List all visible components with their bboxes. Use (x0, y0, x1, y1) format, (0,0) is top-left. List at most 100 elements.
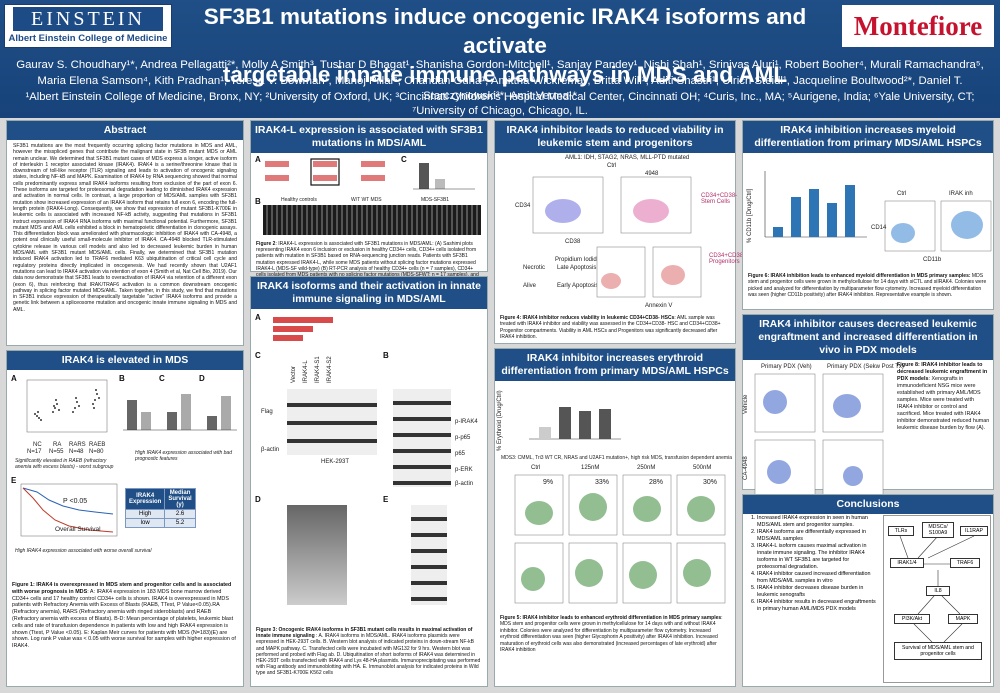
figure-2-area: A C B Healthy controls W/T WT MDS MDS-SF… (251, 153, 487, 239)
einstein-logo-wordmark: EINSTEIN (13, 7, 163, 31)
figure-3-area: A C Vector IRAK4-L IRAK4-S1 IRAK4-S2 Fla… (251, 309, 487, 625)
fig5-chart-title: % Erythroid (Drug/Ctrl) (497, 390, 503, 451)
fig3-blot-label-pirak4: p-IRAK4 (455, 419, 478, 425)
fig1-label-b: B (119, 374, 125, 383)
fig3-blot-e (411, 505, 447, 605)
engraftment-heading: IRAK4 inhibitor causes decreased leukemi… (743, 315, 993, 360)
montefiore-logo: Montefiore (842, 5, 994, 47)
fig5-pct-500: 30% (703, 479, 718, 486)
fig2-gel-label-healthy: Healthy controls (281, 197, 317, 203)
fig5-conc-250: 250nM (637, 465, 656, 471)
figure-8-caption: Figure 8: IRAK4 inhibitor leads to decre… (897, 362, 991, 432)
survival-table-cell: 2.6 (164, 509, 196, 519)
fig4-cond-ctrl: Ctrl (607, 163, 617, 169)
fig3-label-b: B (383, 351, 389, 360)
figure-4-area: AML1: IDH, STAG2, NRAS, MLL-PTD mutated … (495, 153, 747, 313)
fig5-sample-label: MDS3: CMML, Tri3 WT CR, NRAS and U2AF1 m… (501, 455, 732, 461)
erythroid-panel: IRAK4 inhibitor increases erythroid diff… (494, 348, 736, 687)
fig3-blot-label-actin: β-actin (261, 447, 280, 453)
pathway-node-irak14: IRAK1/4 (890, 558, 924, 568)
irak4l-panel: IRAK4-L expression is associated with SF… (250, 120, 488, 297)
fig3-lane-vector: Vector (291, 365, 297, 383)
poster-title: SF3B1 mutations induce oncogenic IRAK4 i… (180, 2, 830, 89)
fig2-gel-label-sf3b1: MDS-SF3B1 (421, 197, 450, 203)
survival-table-cell: High (124, 509, 166, 519)
survival-table-cell: low (124, 518, 166, 528)
isoforms-heading: IRAK4 isoforms and their activation in i… (251, 277, 487, 309)
fig1-label-c: C (159, 374, 165, 383)
fig5-conc-125: 125nM (581, 465, 600, 471)
figure-6-area: % CD11b [Drug/Ctrl] Ctrl IRAK inh CD14 C… (743, 153, 993, 271)
fig5-bar-chart (529, 407, 621, 440)
viability-panel: IRAK4 inhibitor leads to reduced viabili… (494, 120, 747, 344)
figure-1-caption-text: : A: IRAK4 expression in 183 MDS bone ma… (12, 588, 236, 650)
figure-5-caption-title: Figure 5: IRAK4 inhibitor leads to enhan… (500, 615, 722, 621)
figure-3-caption-title: Figure 3: Oncogenic IRAK4 isoforms in SF… (256, 627, 473, 640)
fig4-axis-pi: Propidium Iodide (555, 257, 601, 263)
figure-1-caption: Figure 1: IRAK4 is overexpressed in MDS … (7, 580, 243, 652)
conclusions-list: Increased IRAK4 expression in seen in hu… (745, 515, 879, 613)
figure-8-area: Primary PDX (Veh) Primary PDX (Sekw Post… (743, 360, 993, 504)
fig6-bar-chart (764, 171, 867, 238)
fig4-axis-annexin: Annexin V (645, 303, 673, 309)
fig4-cond-4948: 4948 (645, 171, 659, 177)
conclusion-item: IRAK4 inhibitor decreases disease burden… (757, 585, 879, 599)
fig5-pct-250: 28% (649, 479, 664, 486)
fig1-group-ra: RA (53, 442, 62, 448)
fig3-lane-irak4s1: IRAK4-S1 (315, 356, 321, 383)
myeloid-panel: IRAK4 inhibition increases myeloid diffe… (742, 120, 994, 310)
fig1-group-rars: RARS (69, 442, 86, 448)
pathway-node-pi3k: PI3K/Akt (894, 614, 930, 624)
figure-8-caption-text: : Xenografts in immunodeficient NSG mice… (897, 376, 990, 431)
einstein-logo: EINSTEIN Albert Einstein College of Medi… (4, 4, 172, 48)
fig4-label-early: Early Apoptosis (557, 283, 599, 289)
fig4-label-late: Late Apoptosis (557, 265, 597, 271)
figure-3-caption-text: : A. IRAK4 isoforms in MDS/AML. IRAK4 is… (256, 633, 481, 677)
fig4-axis-cd34: CD34 (515, 203, 531, 209)
fig6-axis-cd14: CD14 (871, 225, 887, 231)
fig8-pdx-veh: Primary PDX (Veh) (761, 364, 812, 370)
figure-4-caption-title: Figure 4: IRAK4 inhibitor reduces viabil… (500, 315, 675, 321)
fig1-group-n-raeb: N=80 (89, 449, 104, 455)
fig1-group-n-rars: N=48 (69, 449, 84, 455)
figure-8-caption-title: Figure 8: IRAK4 inhibitor leads to decre… (897, 362, 988, 382)
fig1-label-a: A (11, 374, 17, 383)
erythroid-heading: IRAK4 inhibitor increases erythroid diff… (495, 349, 735, 381)
fig4-label-alive: Alive (523, 283, 537, 289)
fig6-ylabel: % CD11b [Drug/Ctrl] (747, 188, 753, 243)
pathway-node-traf6: TRAF6 (950, 558, 980, 568)
figure-5-caption-text: : MDS stem and progenitor cells were gro… (500, 615, 723, 654)
fig2-gel-image (263, 205, 481, 235)
figure-6-caption-title: Figure 6: IRAK4 inhibition leads to enha… (748, 273, 971, 279)
figure-5-area: % Erythroid (Drug/Ctrl) MDS3: CMML, Tri3… (495, 381, 735, 613)
conclusion-item: IRAK4-L isoform causes maximal activatio… (757, 543, 879, 571)
fig3-blot-d (287, 505, 347, 605)
fig6-axis-cd11b: CD11b (923, 257, 942, 263)
figure-1-caption-title: Figure 1: IRAK4 is overexpressed in MDS … (12, 582, 232, 595)
fig3-lane-irak4s2: IRAK4-S2 (327, 356, 333, 383)
myeloid-heading: IRAK4 inhibition increases myeloid diffe… (743, 121, 993, 153)
fig4-axis-cd38: CD38 (565, 239, 581, 245)
fig1-group-raeb: RAEB (89, 442, 106, 448)
conclusion-item: IRAK4 inhibitor caused increased differe… (757, 571, 879, 585)
fig2-gel-label-wt: W/T WT MDS (351, 197, 382, 203)
fig1-group-n-ra: N=55 (49, 449, 64, 455)
figure-5-caption: Figure 5: IRAK4 inhibitor leads to enhan… (495, 613, 735, 655)
pathway-arrows (899, 535, 975, 643)
conclusion-item: IRAK4 inhibitor results in decreased eng… (757, 599, 879, 613)
title-line-2: targetable innate immune pathways in MDS… (222, 62, 788, 87)
survival-table: IRAK4 Expression Median Survival (y) High… (124, 488, 196, 528)
fig5-pct-125: 33% (595, 479, 610, 486)
fig1-note-raeb: Significantly elevated in RAEB (refracto… (15, 458, 114, 470)
fig3-isoform-diagram (273, 317, 333, 341)
fig1-note-prognosis: High IRAK4 expression associated with ba… (135, 450, 232, 462)
fig2-label-c: C (401, 155, 407, 164)
survival-table-header-expression: IRAK4 Expression (124, 488, 166, 510)
fig1-note-survival: High IRAK4 expression associated with wo… (15, 548, 152, 554)
fig8-row-vehicle: Vehicle (743, 394, 749, 414)
figure-4-caption-text: : AML sample was treated with IRAK4 inhi… (500, 315, 721, 341)
conclusions-list-wrap: Increased IRAK4 expression in seen in hu… (745, 515, 879, 613)
fig5-pct-ctrl: 9% (543, 479, 554, 486)
pathway-node-il1rap: IL1RAP (960, 526, 988, 536)
title-line-1: SF3B1 mutations induce oncogenic IRAK4 i… (203, 4, 807, 58)
